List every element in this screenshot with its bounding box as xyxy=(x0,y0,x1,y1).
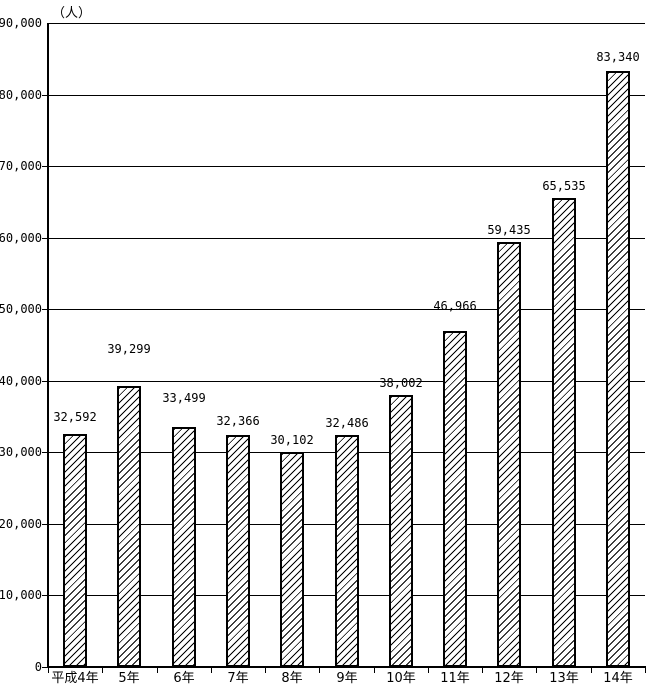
x-axis-line xyxy=(47,666,646,668)
y-axis-line xyxy=(47,23,49,668)
y-axis-tick xyxy=(42,238,48,239)
x-axis-label: 11年 xyxy=(440,671,470,686)
y-axis-tick-label: 20,000 xyxy=(0,517,42,531)
y-axis-tick-label: 60,000 xyxy=(0,231,42,245)
y-axis-tick xyxy=(42,452,48,453)
bar-value-label: 46,966 xyxy=(433,299,477,313)
y-axis-tick-label: 30,000 xyxy=(0,445,42,459)
gridline xyxy=(48,166,645,167)
y-axis-tick-label: 0 xyxy=(34,660,42,674)
bar xyxy=(335,435,359,667)
x-axis-label: 9年 xyxy=(336,671,358,686)
bar-value-label: 39,299 xyxy=(107,342,151,356)
bar xyxy=(226,435,250,667)
bar-value-label: 32,592 xyxy=(53,410,97,424)
bar xyxy=(117,386,141,667)
x-axis-tick xyxy=(319,667,320,673)
x-axis-tick xyxy=(374,667,375,673)
bar-value-label: 32,486 xyxy=(325,416,369,430)
x-axis-tick xyxy=(102,667,103,673)
x-axis-label: 平成4年 xyxy=(51,671,99,686)
x-axis-label: 13年 xyxy=(549,671,579,686)
x-axis-label: 7年 xyxy=(227,671,249,686)
bar xyxy=(63,434,87,667)
y-axis-unit-label: （人） xyxy=(52,6,92,21)
y-axis-tick-label: 10,000 xyxy=(0,588,42,602)
x-axis-label: 14年 xyxy=(603,671,633,686)
y-axis-tick xyxy=(42,524,48,525)
x-axis-label: 6年 xyxy=(173,671,195,686)
bar xyxy=(389,395,413,667)
gridline xyxy=(48,309,645,310)
bar xyxy=(280,452,304,667)
x-axis-tick xyxy=(536,667,537,673)
y-axis-tick-label: 90,000 xyxy=(0,16,42,30)
y-axis-tick-label: 70,000 xyxy=(0,159,42,173)
x-axis-tick xyxy=(591,667,592,673)
y-axis-tick xyxy=(42,667,48,668)
gridline xyxy=(48,23,645,24)
bar-value-label: 30,102 xyxy=(270,433,314,447)
bar-value-label: 65,535 xyxy=(542,179,586,193)
bar xyxy=(552,198,576,667)
bar-value-label: 83,340 xyxy=(596,50,640,64)
bar xyxy=(443,331,467,667)
x-axis-label: 10年 xyxy=(386,671,416,686)
x-axis-label: 8年 xyxy=(281,671,303,686)
y-axis-tick-label: 40,000 xyxy=(0,374,42,388)
y-axis-tick-label: 50,000 xyxy=(0,302,42,316)
x-axis-tick xyxy=(48,667,49,673)
x-axis-label: 12年 xyxy=(494,671,524,686)
x-axis-tick xyxy=(645,667,646,673)
bar-value-label: 38,002 xyxy=(379,376,423,390)
x-axis-tick xyxy=(482,667,483,673)
gridline xyxy=(48,381,645,382)
x-axis-tick xyxy=(265,667,266,673)
gridline xyxy=(48,238,645,239)
y-axis-tick xyxy=(42,595,48,596)
bar-value-label: 33,499 xyxy=(162,391,206,405)
y-axis-tick-label: 80,000 xyxy=(0,88,42,102)
y-axis-tick xyxy=(42,309,48,310)
y-axis-tick xyxy=(42,95,48,96)
x-axis-tick xyxy=(428,667,429,673)
gridline xyxy=(48,95,645,96)
bar-value-label: 32,366 xyxy=(216,414,260,428)
bar-value-label: 59,435 xyxy=(487,223,531,237)
y-axis-tick xyxy=(42,381,48,382)
x-axis-tick xyxy=(157,667,158,673)
bar xyxy=(497,242,521,667)
x-axis-label: 5年 xyxy=(118,671,140,686)
x-axis-tick xyxy=(211,667,212,673)
y-axis-tick xyxy=(42,166,48,167)
bar xyxy=(172,427,196,667)
bar xyxy=(606,71,630,667)
